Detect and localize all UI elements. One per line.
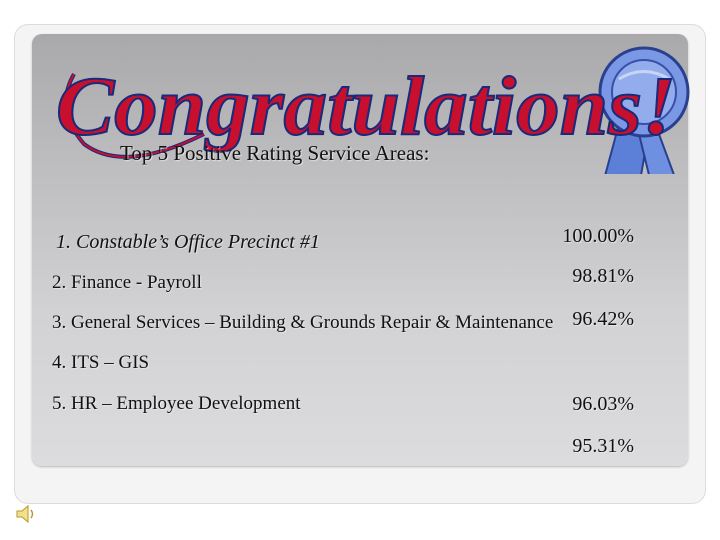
content-panel	[32, 34, 688, 466]
list-item: 3. General Services – Building & Grounds…	[52, 312, 554, 333]
subtitle: Top 5 Positive Rating Service Areas:	[120, 141, 430, 165]
percentage-value: 98.81%	[572, 265, 634, 287]
percentage-value: 95.31%	[572, 435, 634, 457]
list-item: 4. ITS – GIS	[52, 352, 150, 373]
list-item: 1. Constable’s Office Precinct #1	[56, 231, 320, 253]
banner-heading: Congratulations!	[56, 60, 676, 153]
ribbon-award-icon	[598, 46, 690, 174]
percentage-value: 96.03%	[572, 393, 634, 415]
list-item: 2. Finance - Payroll	[52, 272, 202, 293]
audio-speaker-icon[interactable]	[14, 502, 38, 526]
congratulations-banner: Congratulations!	[55, 46, 690, 174]
percentage-value: 100.00%	[562, 225, 634, 247]
percentage-value: 96.42%	[572, 308, 634, 330]
list-item: 5. HR – Employee Development	[52, 393, 301, 414]
